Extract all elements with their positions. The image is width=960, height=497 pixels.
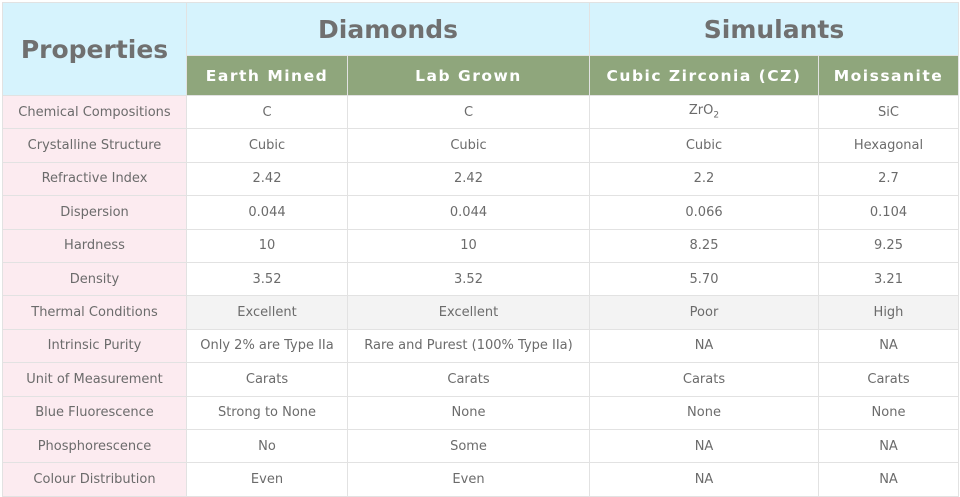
table-row: Density 3.52 3.52 5.70 3.21 (2, 261, 959, 297)
table-row: Dispersion 0.044 0.044 0.066 0.104 (2, 195, 959, 230)
table-cell: SiC (818, 94, 959, 130)
table-cell: Hexagonal (818, 128, 959, 163)
diamonds-header: Diamonds (186, 2, 590, 56)
row-label: Crystalline Structure (2, 128, 187, 163)
table-cell: Even (347, 462, 590, 497)
row-label: Dispersion (2, 195, 187, 230)
table-cell: NA (589, 428, 819, 464)
table-cell: NA (818, 462, 959, 497)
table-cell: Cubic (347, 128, 590, 163)
table-cell: 0.104 (818, 195, 959, 230)
table-cell: 0.044 (186, 195, 348, 230)
table-cell: Strong to None (186, 395, 348, 430)
column-header-lab-grown: Lab Grown (347, 55, 590, 96)
properties-header: Properties (2, 2, 187, 96)
table-cell: 2.7 (818, 161, 959, 197)
table-row: Hardness 10 10 8.25 9.25 (2, 228, 959, 263)
simulants-header: Simulants (589, 2, 959, 56)
table-cell: 5.70 (589, 261, 819, 297)
table-cell: 3.52 (186, 261, 348, 297)
table-cell: Poor (589, 295, 819, 330)
table-row: Crystalline Structure Cubic Cubic Cubic Hexa… (2, 128, 959, 163)
row-label: Hardness (2, 228, 187, 263)
table-row: Phosphorescence No Some NA NA (2, 428, 959, 464)
table-cell: Carats (818, 362, 959, 397)
table-cell: Some (347, 428, 590, 464)
table-cell: ZrO2 (589, 94, 819, 130)
table-cell: 3.21 (818, 261, 959, 297)
table-row: Unit of Measurement Carats Carats Carats Car… (2, 362, 959, 397)
row-label: Blue Fluorescence (2, 395, 187, 430)
table-cell: None (818, 395, 959, 430)
table-cell: 0.044 (347, 195, 590, 230)
column-header-moissanite: Moissanite (818, 55, 959, 96)
column-header-cubic-zirconia: Cubic Zirconia (CZ) (589, 55, 819, 96)
row-label: Thermal Conditions (2, 295, 187, 330)
table-cell: 8.25 (589, 228, 819, 263)
table-cell: C (186, 94, 348, 130)
table-row: Chemical Compositions C C ZrO2 SiC (2, 94, 959, 130)
table-cell: 0.066 (589, 195, 819, 230)
formula-base: ZrO (688, 103, 714, 119)
table-cell: 10 (347, 228, 590, 263)
table-cell: NA (818, 428, 959, 464)
table-cell: Carats (347, 362, 590, 397)
table-cell: C (347, 94, 590, 130)
table-cell: NA (818, 328, 959, 364)
row-label: Chemical Compositions (2, 94, 187, 130)
table-cell: 2.2 (589, 161, 819, 197)
table-row: Refractive Index 2.42 2.42 2.2 2.7 (2, 161, 959, 197)
table-row: Colour Distribution Even Even NA NA (2, 462, 959, 497)
column-header-earth-mined: Earth Mined (186, 55, 348, 96)
row-label: Density (2, 261, 187, 297)
row-label: Refractive Index (2, 161, 187, 197)
table-row: Intrinsic Purity Only 2% are Type IIa Rare… (2, 328, 959, 364)
table-cell: Rare and Purest (100% Type IIa) (347, 328, 590, 364)
table-cell: Excellent (347, 295, 590, 330)
table-cell: None (589, 395, 819, 430)
table-cell: Cubic (186, 128, 348, 163)
table-row: Blue Fluorescence Strong to None None None N… (2, 395, 959, 430)
table-cell: No (186, 428, 348, 464)
table-cell: Cubic (589, 128, 819, 163)
table-cell: Carats (186, 362, 348, 397)
table-cell: None (347, 395, 590, 430)
table-cell: Even (186, 462, 348, 497)
table-cell: 2.42 (186, 161, 348, 197)
row-label: Intrinsic Purity (2, 328, 187, 364)
table-cell: Excellent (186, 295, 348, 330)
table-cell: NA (589, 328, 819, 364)
row-label: Phosphorescence (2, 428, 187, 464)
table-cell: Only 2% are Type IIa (186, 328, 348, 364)
formula-subscript: 2 (713, 110, 720, 121)
table-cell: 2.42 (347, 161, 590, 197)
table-cell: 9.25 (818, 228, 959, 263)
table-cell: 10 (186, 228, 348, 263)
table-row: Thermal Conditions Excellent Excellent Poor… (2, 295, 959, 330)
table-cell: 3.52 (347, 261, 590, 297)
table-cell: NA (589, 462, 819, 497)
table-cell: High (818, 295, 959, 330)
table-cell: Carats (589, 362, 819, 397)
row-label: Unit of Measurement (2, 362, 187, 397)
row-label: Colour Distribution (2, 462, 187, 497)
